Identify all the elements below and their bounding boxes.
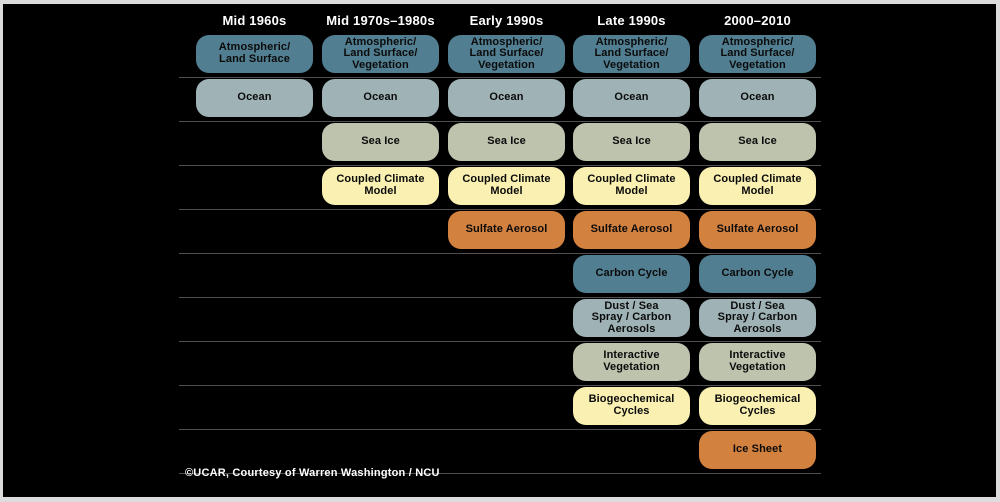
box-atmospheric-land-surface-col1: Atmospheric/ Land Surface/ Vegetation <box>322 35 439 73</box>
separator-line-sea-ice <box>179 165 821 166</box>
box-atmospheric-land-surface-col4: Atmospheric/ Land Surface/ Vegetation <box>699 35 816 73</box>
separator-line-atmospheric-land-surface <box>179 77 821 78</box>
box-ocean-col4: Ocean <box>699 79 816 117</box>
separator-line-dust-sea-spray-carbon-aerosols <box>179 341 821 342</box>
box-coupled-climate-model-col4: Coupled Climate Model <box>699 167 816 205</box>
column-header-0: Mid 1960s <box>222 13 287 28</box>
diagram-canvas: Mid 1960s Mid 1970s–1980s Early 1990s Late … <box>3 4 996 497</box>
box-ice-sheet-col4: Ice Sheet <box>699 431 816 469</box>
separator-line-ocean <box>179 121 821 122</box>
attribution-text: ©UCAR, Courtesy of Warren Washington / N… <box>185 467 440 479</box>
box-sea-ice-col1: Sea Ice <box>322 123 439 161</box>
box-interactive-vegetation-col3: Interactive Vegetation <box>573 343 690 381</box>
box-sulfate-aerosol-col3: Sulfate Aerosol <box>573 211 690 249</box>
box-dust-sea-spray-carbon-aerosols-col4: Dust / Sea Spray / Carbon Aerosols <box>699 299 816 337</box>
box-coupled-climate-model-col1: Coupled Climate Model <box>322 167 439 205</box>
box-sea-ice-col3: Sea Ice <box>573 123 690 161</box>
separator-line-coupled-climate-model <box>179 209 821 210</box>
column-header-3: Late 1990s <box>597 13 666 28</box>
box-sea-ice-col4: Sea Ice <box>699 123 816 161</box>
box-atmospheric-land-surface-col0: Atmospheric/ Land Surface <box>196 35 313 73</box>
column-header-1: Mid 1970s–1980s <box>326 13 435 28</box>
separator-line-interactive-vegetation <box>179 385 821 386</box>
box-dust-sea-spray-carbon-aerosols-col3: Dust / Sea Spray / Carbon Aerosols <box>573 299 690 337</box>
box-carbon-cycle-col4: Carbon Cycle <box>699 255 816 293</box>
box-atmospheric-land-surface-col2: Atmospheric/ Land Surface/ Vegetation <box>448 35 565 73</box>
box-ocean-col2: Ocean <box>448 79 565 117</box>
box-interactive-vegetation-col4: Interactive Vegetation <box>699 343 816 381</box>
separator-line-ice-sheet <box>179 473 821 474</box>
box-carbon-cycle-col3: Carbon Cycle <box>573 255 690 293</box>
box-sulfate-aerosol-col2: Sulfate Aerosol <box>448 211 565 249</box>
box-ocean-col0: Ocean <box>196 79 313 117</box>
box-sulfate-aerosol-col4: Sulfate Aerosol <box>699 211 816 249</box>
separator-line-carbon-cycle <box>179 297 821 298</box>
column-header-2: Early 1990s <box>469 13 544 28</box>
column-header-4: 2000–2010 <box>724 13 791 28</box>
box-sea-ice-col2: Sea Ice <box>448 123 565 161</box>
box-ocean-col3: Ocean <box>573 79 690 117</box>
box-biogeochemical-cycles-col3: Biogeochemical Cycles <box>573 387 690 425</box>
box-atmospheric-land-surface-col3: Atmospheric/ Land Surface/ Vegetation <box>573 35 690 73</box>
separator-line-biogeochemical-cycles <box>179 429 821 430</box>
separator-line-sulfate-aerosol <box>179 253 821 254</box>
box-coupled-climate-model-col3: Coupled Climate Model <box>573 167 690 205</box>
box-ocean-col1: Ocean <box>322 79 439 117</box>
box-biogeochemical-cycles-col4: Biogeochemical Cycles <box>699 387 816 425</box>
box-coupled-climate-model-col2: Coupled Climate Model <box>448 167 565 205</box>
